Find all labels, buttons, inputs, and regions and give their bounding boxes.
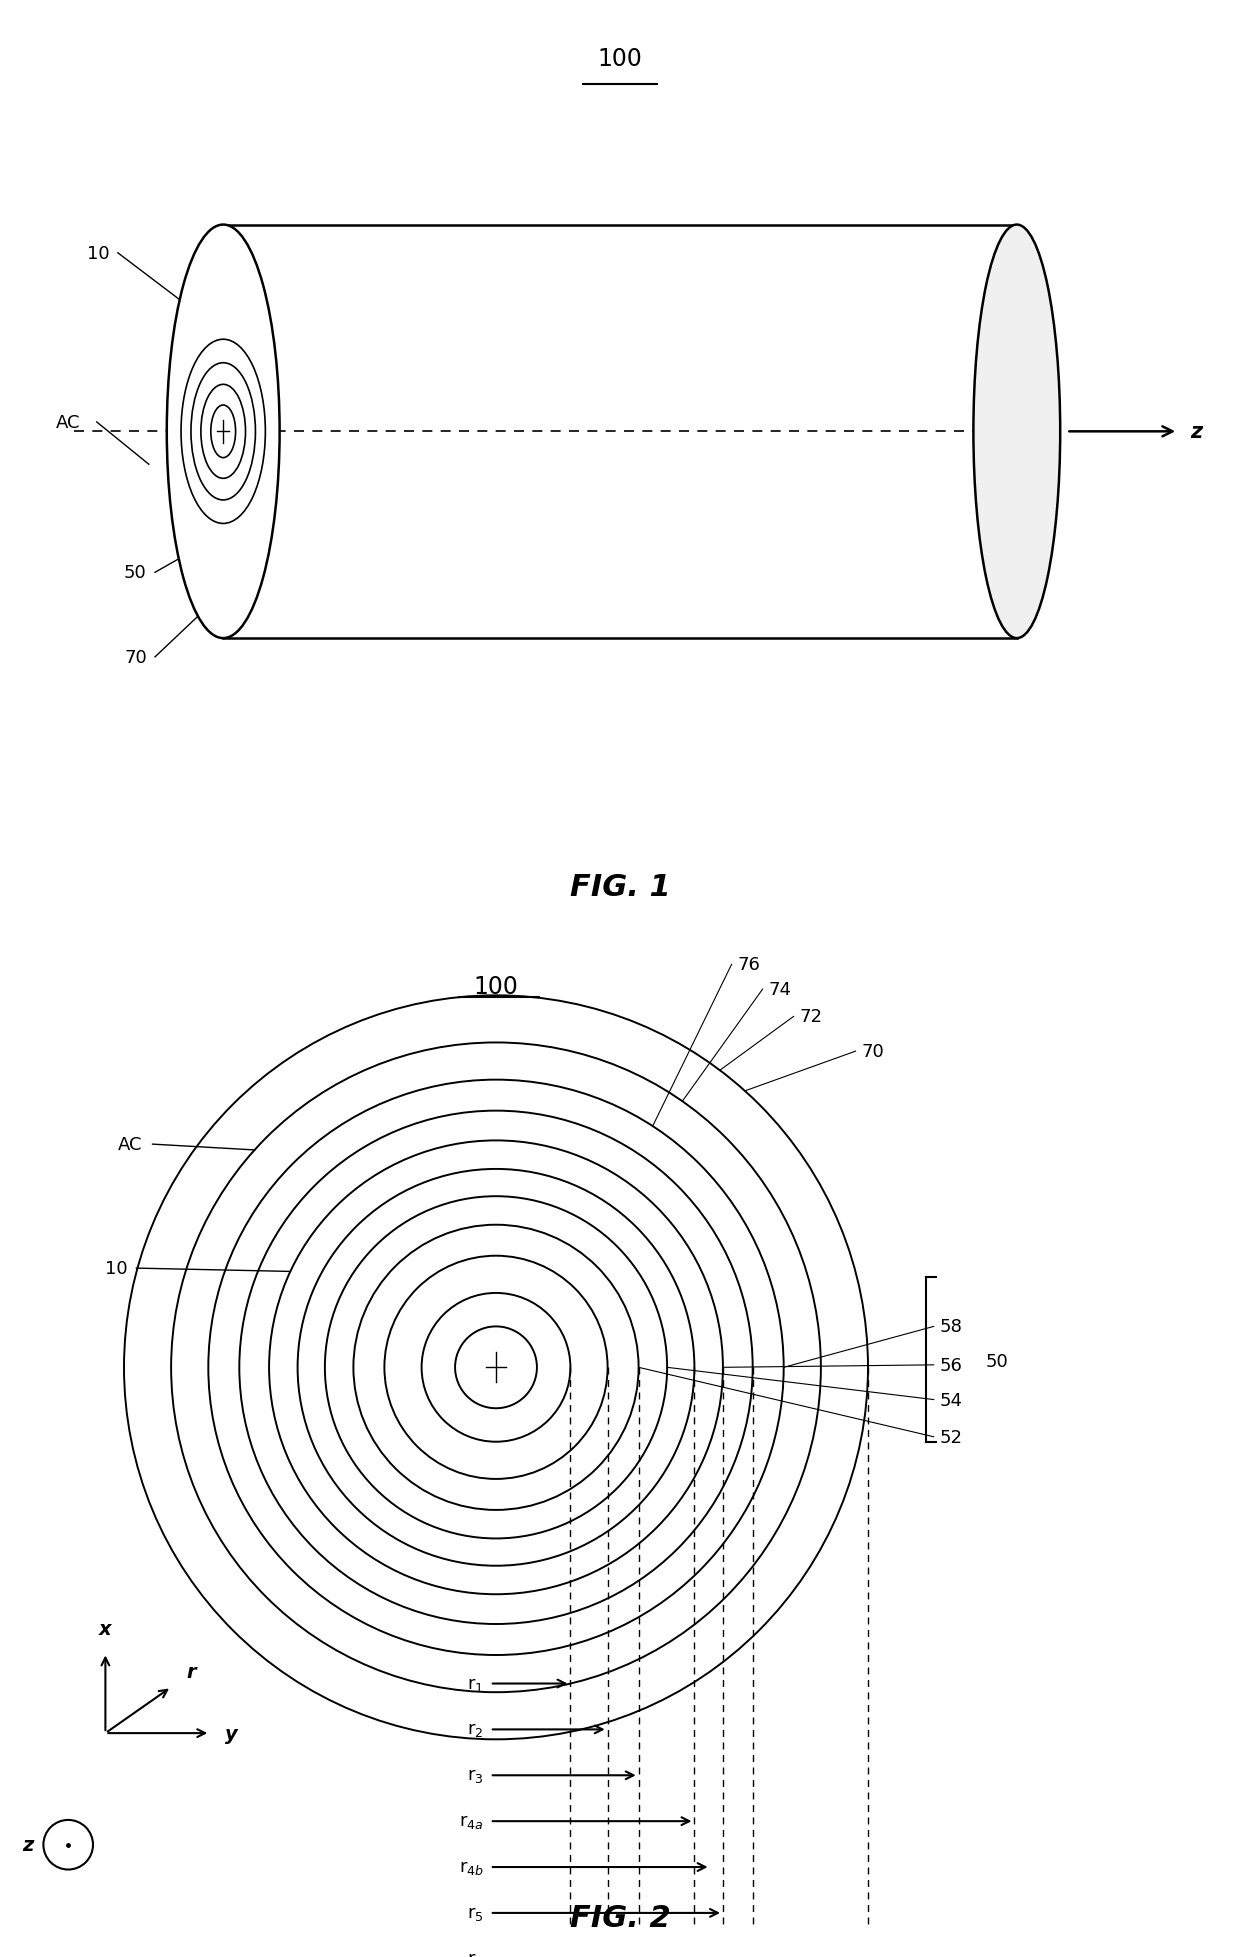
Text: 50: 50 xyxy=(986,1352,1008,1370)
Text: z: z xyxy=(1190,423,1203,442)
Text: y: y xyxy=(226,1724,238,1744)
Text: r$_2$: r$_2$ xyxy=(467,1720,484,1738)
Text: 56: 56 xyxy=(940,1356,962,1374)
Text: FIG. 2: FIG. 2 xyxy=(569,1902,671,1932)
Text: r: r xyxy=(186,1661,196,1681)
Text: r$_1$: r$_1$ xyxy=(467,1675,484,1693)
Text: 10: 10 xyxy=(105,1260,128,1278)
Text: AC: AC xyxy=(118,1135,143,1153)
Text: r$_{4b}$: r$_{4b}$ xyxy=(459,1857,484,1877)
Text: r$_3$: r$_3$ xyxy=(467,1767,484,1785)
Text: 70: 70 xyxy=(124,648,146,667)
Text: AC: AC xyxy=(56,413,81,432)
Ellipse shape xyxy=(166,225,280,638)
Text: x: x xyxy=(99,1618,112,1638)
Text: 76: 76 xyxy=(738,955,760,975)
Text: 54: 54 xyxy=(940,1391,963,1409)
Text: 70: 70 xyxy=(862,1043,884,1061)
Text: 50: 50 xyxy=(124,564,146,581)
Text: r$_6$: r$_6$ xyxy=(466,1949,484,1957)
Text: 72: 72 xyxy=(800,1008,823,1025)
Text: FIG. 1: FIG. 1 xyxy=(569,873,671,902)
Text: 52: 52 xyxy=(940,1429,963,1446)
Text: r$_{4a}$: r$_{4a}$ xyxy=(459,1812,484,1830)
Text: 100: 100 xyxy=(474,975,518,998)
Text: 100: 100 xyxy=(598,47,642,70)
Ellipse shape xyxy=(973,225,1060,638)
Text: 58: 58 xyxy=(940,1317,962,1337)
Text: r$_5$: r$_5$ xyxy=(467,1904,484,1922)
Text: z: z xyxy=(22,1836,33,1855)
Text: 74: 74 xyxy=(769,980,792,998)
Text: 10: 10 xyxy=(87,245,109,262)
